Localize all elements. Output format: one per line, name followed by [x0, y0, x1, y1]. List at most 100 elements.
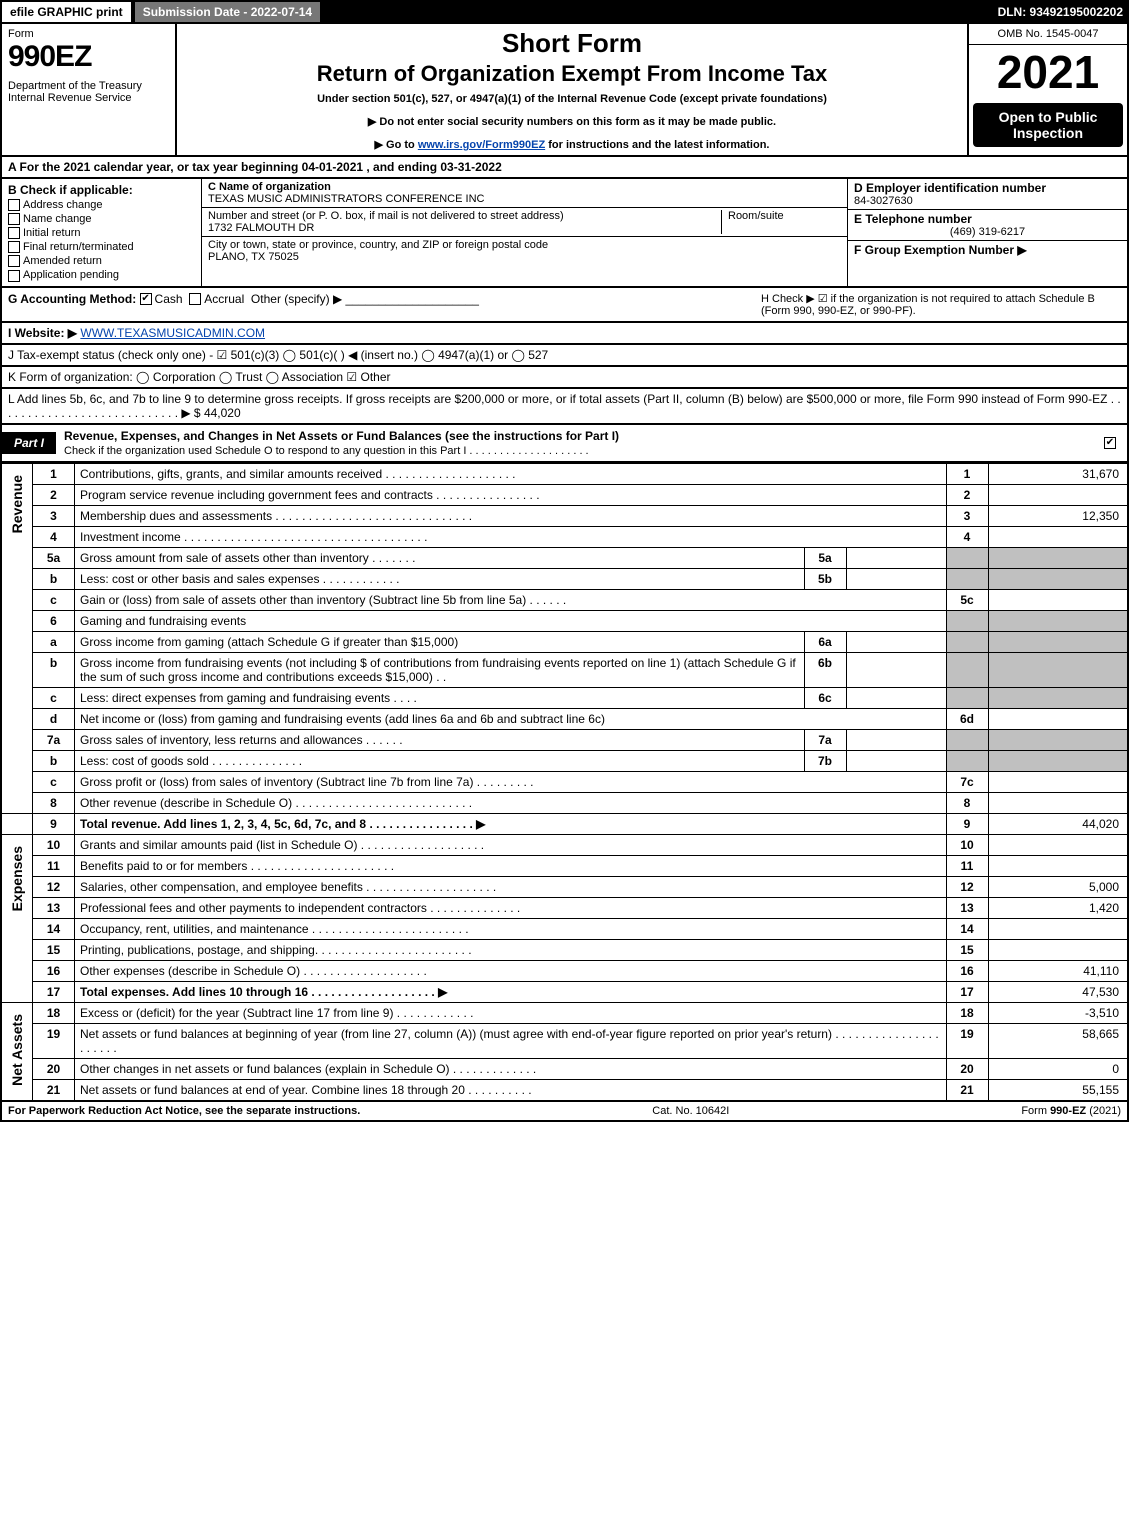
form-header: Form 990EZ Department of the Treasury In… — [0, 24, 1129, 157]
part-1-check[interactable] — [1104, 436, 1127, 450]
e-tel: E Telephone number (469) 319-6217 — [848, 210, 1127, 241]
chk-address-change[interactable]: Address change — [8, 199, 195, 211]
val-10 — [988, 834, 1128, 855]
dln-label: DLN: 93492195002202 — [998, 5, 1129, 19]
row-G-H: G Accounting Method: Cash Accrual Other … — [0, 288, 1129, 323]
row-K: K Form of organization: ◯ Corporation ◯ … — [0, 367, 1129, 389]
tax-year: 2021 — [969, 45, 1127, 99]
row-L: L Add lines 5b, 6c, and 7b to line 9 to … — [0, 389, 1129, 425]
c-city-row: City or town, state or province, country… — [202, 237, 847, 286]
g-label: G Accounting Method: — [8, 292, 136, 306]
val-21: 55,155 — [988, 1079, 1128, 1101]
column-DEF: D Employer identification number 84-3027… — [847, 179, 1127, 286]
form-title-2: Return of Organization Exempt From Incom… — [185, 61, 959, 87]
chk-name-change[interactable]: Name change — [8, 213, 195, 225]
top-bar: efile GRAPHIC print Submission Date - 20… — [0, 0, 1129, 24]
subval-7a — [846, 729, 946, 750]
val-5c — [988, 589, 1128, 610]
part-1-header: Part I Revenue, Expenses, and Changes in… — [0, 425, 1129, 463]
val-11 — [988, 855, 1128, 876]
val-20: 0 — [988, 1058, 1128, 1079]
bullet-2-pre: ▶ Go to — [375, 139, 418, 151]
bullet-1: ▶ Do not enter social security numbers o… — [185, 115, 959, 128]
ein-label: D Employer identification number — [854, 181, 1046, 195]
val-14 — [988, 918, 1128, 939]
val-1: 31,670 — [988, 463, 1128, 484]
block-BCDEF: B Check if applicable: Address change Na… — [0, 179, 1129, 288]
val-6d — [988, 708, 1128, 729]
footer-cat: Cat. No. 10642I — [360, 1105, 1021, 1117]
val-12: 5,000 — [988, 876, 1128, 897]
subval-6a — [846, 631, 946, 652]
c-name-row: C Name of organization TEXAS MUSIC ADMIN… — [202, 179, 847, 208]
row-J: J Tax-exempt status (check only one) - ☑… — [0, 345, 1129, 367]
room-suite-label: Room/suite — [721, 210, 841, 234]
form-number: 990EZ — [8, 40, 169, 74]
irs-link[interactable]: www.irs.gov/Form990EZ — [418, 139, 545, 151]
subval-7b — [846, 750, 946, 771]
val-16: 41,110 — [988, 960, 1128, 981]
page-footer: For Paperwork Reduction Act Notice, see … — [0, 1102, 1129, 1122]
chk-accrual[interactable] — [189, 293, 201, 305]
form-word: Form — [8, 28, 169, 40]
val-17: 47,530 — [988, 981, 1128, 1002]
chk-cash[interactable] — [140, 293, 152, 305]
header-left: Form 990EZ Department of the Treasury In… — [2, 24, 177, 155]
c-city-label: City or town, state or province, country… — [208, 239, 548, 251]
val-7c — [988, 771, 1128, 792]
subval-5a — [846, 547, 946, 568]
bullet-2-post: for instructions and the latest informat… — [545, 139, 769, 151]
org-name: TEXAS MUSIC ADMINISTRATORS CONFERENCE IN… — [208, 193, 484, 205]
val-2 — [988, 484, 1128, 505]
chk-amended[interactable]: Amended return — [8, 255, 195, 267]
f-group: F Group Exemption Number ▶ — [848, 241, 1127, 277]
tel-label: E Telephone number — [854, 212, 972, 226]
B-heading: B Check if applicable: — [8, 183, 195, 197]
i-label: I Website: ▶ — [8, 326, 77, 340]
part-1-sub: Check if the organization used Schedule … — [64, 445, 589, 457]
val-15 — [988, 939, 1128, 960]
c-street-label: Number and street (or P. O. box, if mail… — [208, 210, 564, 222]
row-A: A For the 2021 calendar year, or tax yea… — [0, 157, 1129, 179]
part-1-tab: Part I — [2, 432, 56, 454]
bullet-2: ▶ Go to www.irs.gov/Form990EZ for instru… — [185, 138, 959, 151]
d-ein: D Employer identification number 84-3027… — [848, 179, 1127, 210]
row-G: G Accounting Method: Cash Accrual Other … — [8, 292, 761, 317]
c-name-label: C Name of organization — [208, 181, 331, 193]
footer-right: Form 990-EZ (2021) — [1021, 1105, 1121, 1117]
subval-6c — [846, 687, 946, 708]
department-label: Department of the Treasury Internal Reve… — [8, 80, 169, 104]
website-link[interactable]: WWW.TEXASMUSICADMIN.COM — [80, 326, 265, 340]
column-C: C Name of organization TEXAS MUSIC ADMIN… — [202, 179, 847, 286]
submission-date: Submission Date - 2022-07-14 — [133, 0, 322, 24]
val-13: 1,420 — [988, 897, 1128, 918]
val-18: -3,510 — [988, 1002, 1128, 1023]
val-8 — [988, 792, 1128, 813]
subval-6b — [846, 652, 946, 687]
header-middle: Short Form Return of Organization Exempt… — [177, 24, 967, 155]
form-title-1: Short Form — [185, 28, 959, 59]
val-4 — [988, 526, 1128, 547]
footer-left: For Paperwork Reduction Act Notice, see … — [8, 1105, 360, 1117]
chk-final-return[interactable]: Final return/terminated — [8, 241, 195, 253]
open-to-public: Open to Public Inspection — [973, 103, 1123, 147]
org-street: 1732 FALMOUTH DR — [208, 222, 314, 234]
efile-label: efile GRAPHIC print — [0, 0, 133, 24]
c-street-row: Number and street (or P. O. box, if mail… — [202, 208, 847, 237]
column-B: B Check if applicable: Address change Na… — [2, 179, 202, 286]
val-19: 58,665 — [988, 1023, 1128, 1058]
group-label: F Group Exemption Number ▶ — [854, 243, 1027, 257]
val-9: 44,020 — [988, 813, 1128, 834]
g-other: Other (specify) ▶ — [251, 292, 342, 306]
ein-value: 84-3027630 — [854, 195, 913, 207]
netassets-label: Net Assets — [7, 1006, 27, 1094]
chk-initial-return[interactable]: Initial return — [8, 227, 195, 239]
chk-pending[interactable]: Application pending — [8, 269, 195, 281]
lines-table: Revenue 1 Contributions, gifts, grants, … — [0, 463, 1129, 1102]
row-H: H Check ▶ ☑ if the organization is not r… — [761, 292, 1121, 317]
org-city: PLANO, TX 75025 — [208, 251, 299, 263]
row-I: I Website: ▶ WWW.TEXASMUSICADMIN.COM — [0, 323, 1129, 345]
header-right: OMB No. 1545-0047 2021 Open to Public In… — [967, 24, 1127, 155]
form-subtitle: Under section 501(c), 527, or 4947(a)(1)… — [185, 93, 959, 105]
part-1-title: Revenue, Expenses, and Changes in Net As… — [56, 425, 1104, 461]
